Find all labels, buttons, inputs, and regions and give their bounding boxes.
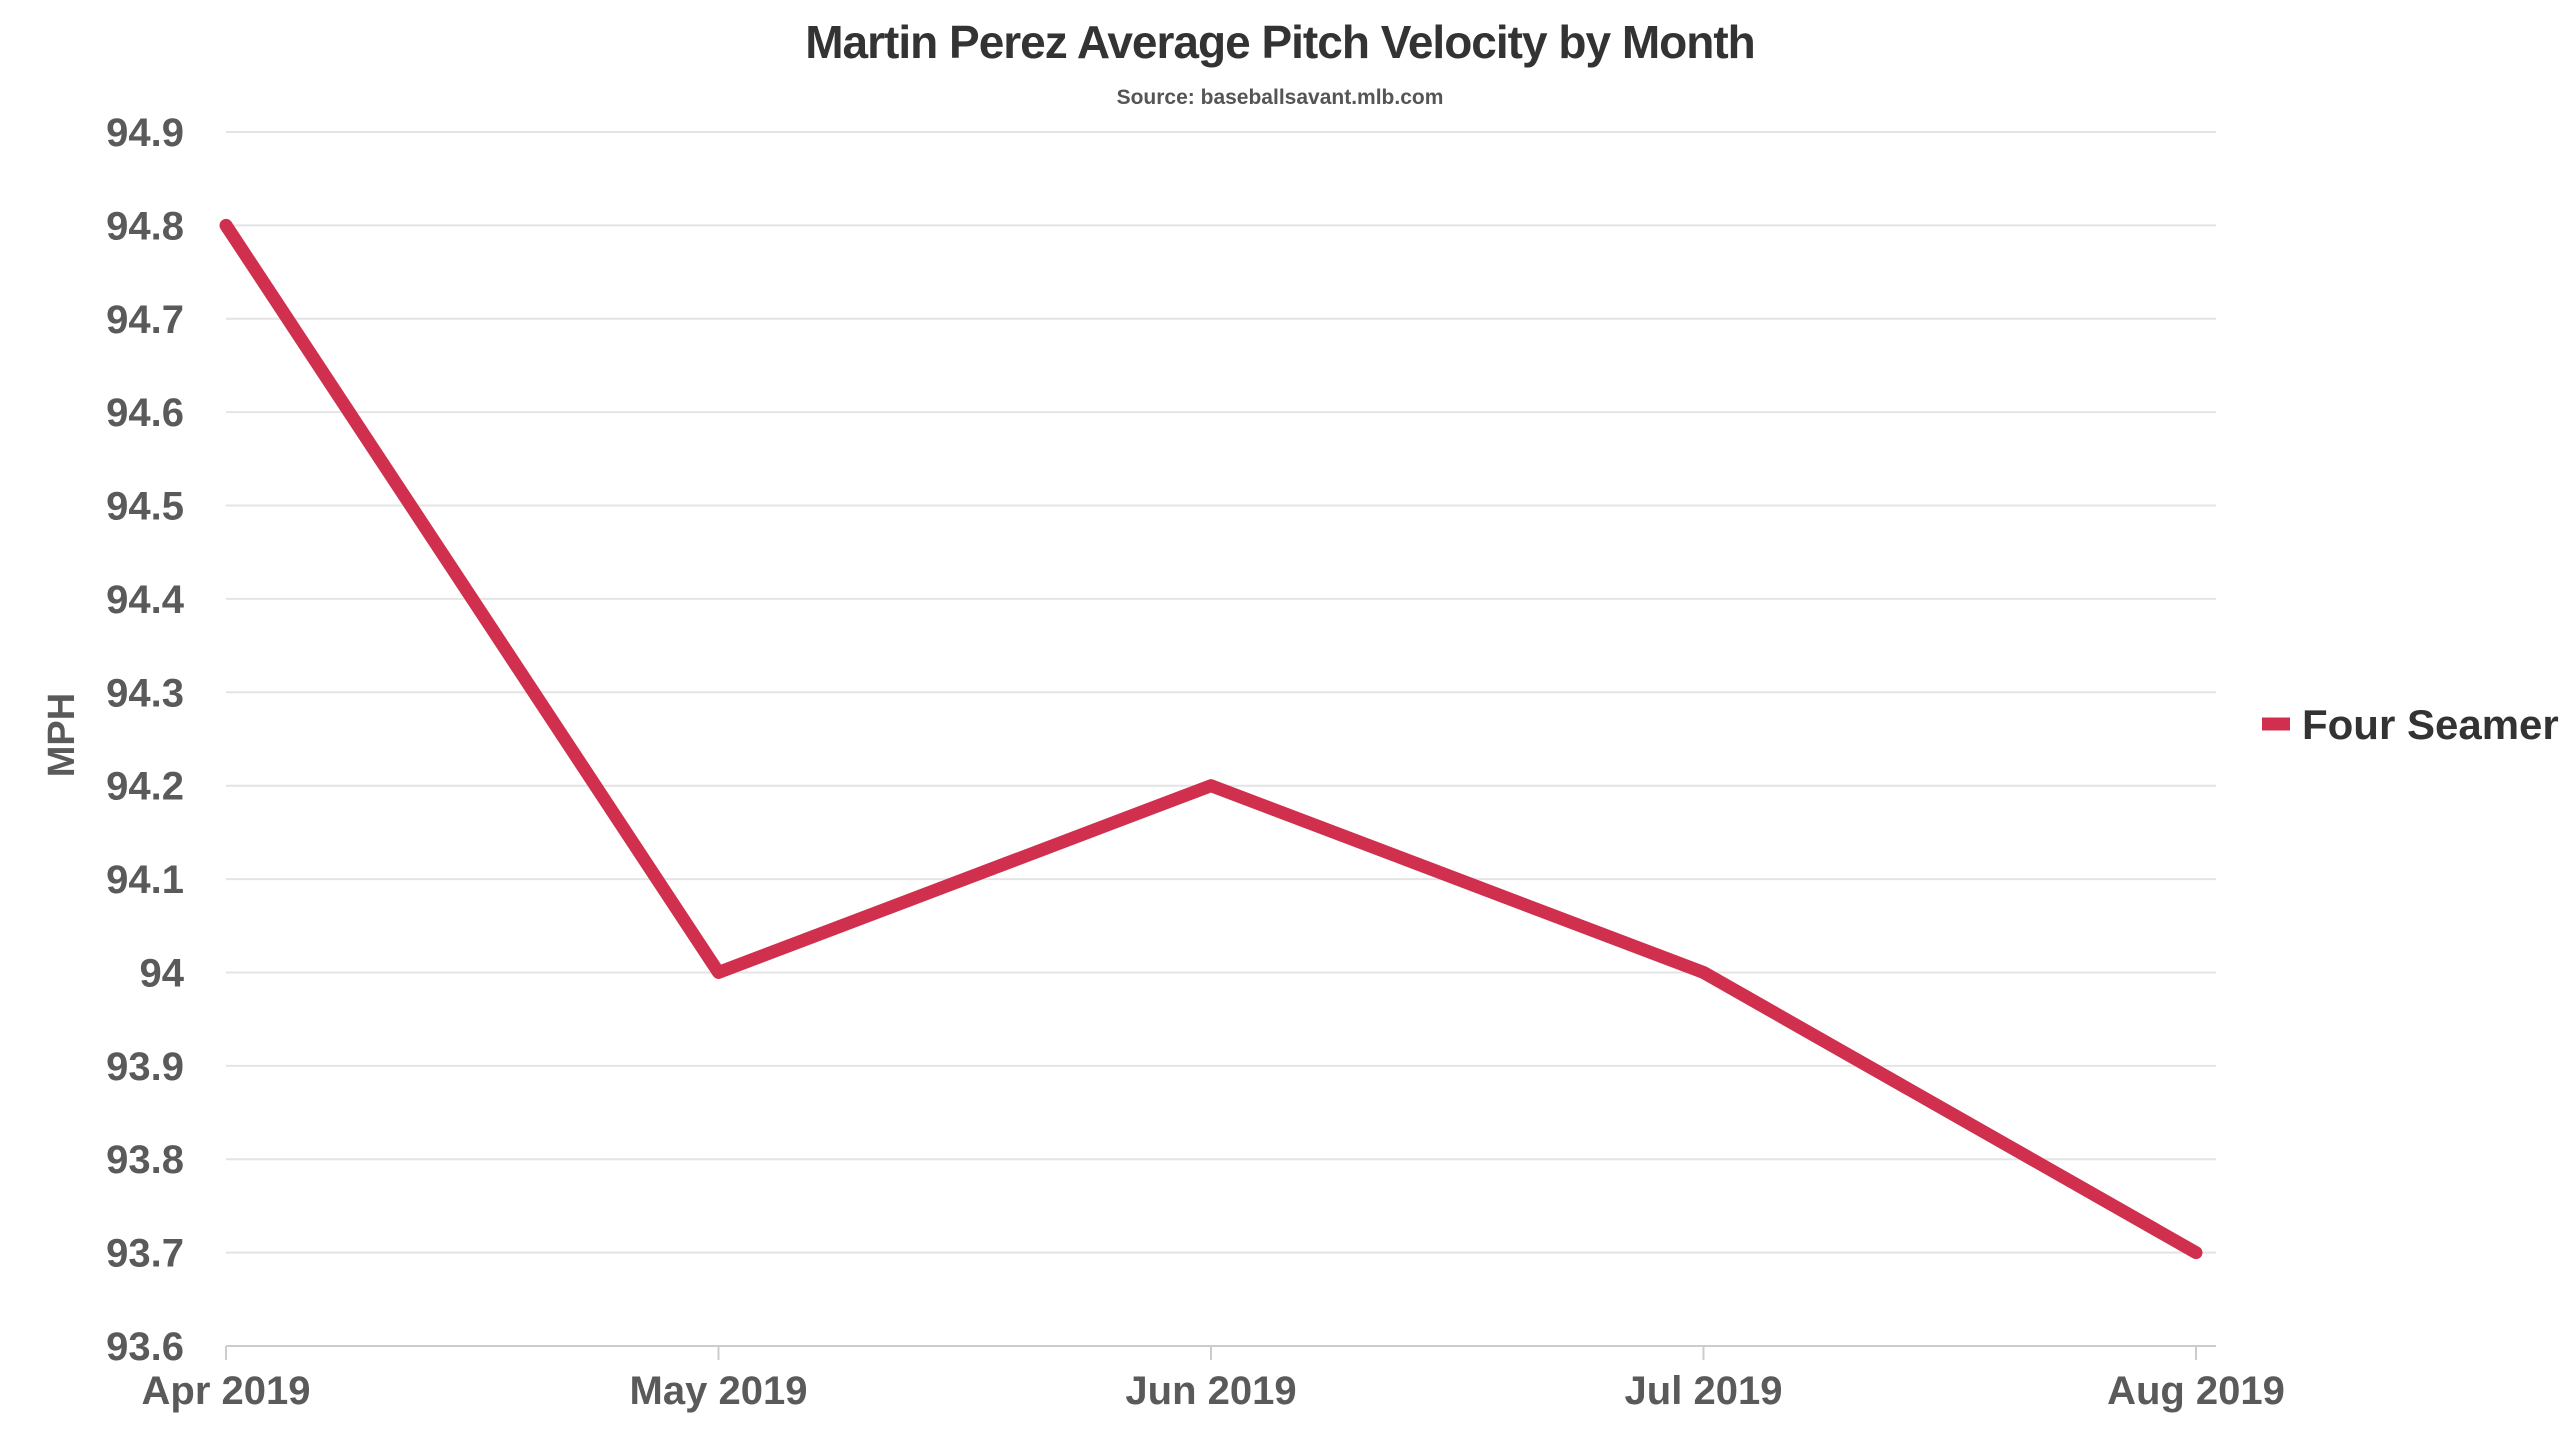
data-point <box>220 219 232 232</box>
y-tick-label: 94.2 <box>106 765 184 809</box>
y-tick-label: 93.7 <box>106 1232 184 1276</box>
y-axis-ticks: 93.6 93.7 93.8 93.9 94 94.1 94.2 94.3 94.4 94.5 94… <box>106 111 185 1369</box>
legend-label: Four Seamer <box>2302 701 2559 748</box>
y-tick-label: 94.6 <box>106 391 184 435</box>
gridlines <box>226 131 2216 1347</box>
data-point <box>712 966 725 979</box>
y-tick-label: 94.8 <box>106 204 184 248</box>
y-tick-label: 94.7 <box>106 298 184 342</box>
legend: Four Seamer <box>2262 701 2559 748</box>
y-tick-label: 94.5 <box>106 485 184 529</box>
y-tick-label: 94.1 <box>106 858 184 902</box>
x-tick-label: Jul 2019 <box>1625 1369 1783 1413</box>
series-lines <box>219 218 2203 1260</box>
chart-subtitle: Source: baseballsavant.mlb.com <box>1117 86 1444 109</box>
y-axis-label: MPH <box>41 693 83 777</box>
y-tick-label: 94 <box>140 951 185 995</box>
data-point <box>1697 966 1710 979</box>
x-tick-label: Aug 2019 <box>2107 1369 2285 1413</box>
x-tick-label: Jun 2019 <box>1125 1369 1296 1413</box>
y-tick-label: 93.6 <box>106 1325 184 1369</box>
y-tick-label: 94.9 <box>106 111 184 155</box>
y-tick-label: 94.3 <box>106 671 184 715</box>
series-line <box>219 218 2203 1260</box>
x-tick-label: May 2019 <box>630 1369 808 1413</box>
x-axis-ticks: Apr 2019 May 2019 Jun 2019 Jul 2019 Aug 2019 <box>142 1346 2285 1413</box>
y-tick-label: 93.9 <box>106 1045 184 1089</box>
y-tick-label: 93.8 <box>106 1138 184 1182</box>
y-tick-label: 94.4 <box>106 578 185 622</box>
chart-title: Martin Perez Average Pitch Velocity by M… <box>805 16 1755 68</box>
x-tick-label: Apr 2019 <box>142 1369 311 1413</box>
data-point <box>2190 1246 2202 1259</box>
data-point <box>1205 779 1217 792</box>
